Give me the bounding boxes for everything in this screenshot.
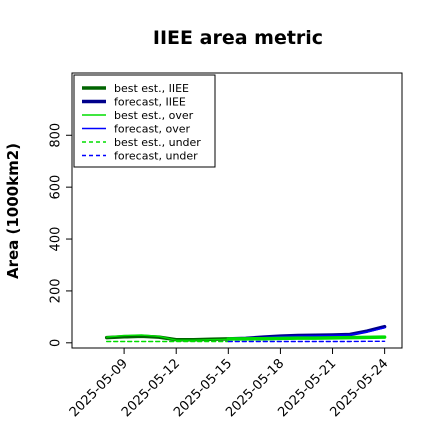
y-axis-label: Area (1000km2) [4, 143, 22, 279]
legend-label: forecast, IIEE [114, 96, 186, 109]
series-line-6 [226, 335, 387, 341]
plot-frame [71, 72, 403, 349]
y-tick-label: 0 [49, 339, 64, 347]
y-axis: 0 200 400 600 800 [49, 123, 72, 347]
y-tick-label: 400 [49, 227, 64, 252]
legend-label: forecast, under [114, 150, 198, 163]
legend-label: forecast, over [114, 123, 190, 136]
legend-box [73, 74, 216, 168]
series-line-2 [105, 334, 230, 341]
y-tick-label: 800 [49, 123, 64, 148]
y-tick-label: 600 [49, 175, 64, 200]
series-layer [104, 324, 387, 343]
legend-label: best est., IIEE [114, 82, 189, 95]
x-axis: 2025-05-092025-05-122025-05-152025-05-18… [67, 348, 391, 420]
chart-title: IIEE area metric [153, 27, 323, 49]
y-tick-label: 200 [49, 279, 64, 304]
legend-label: best est., over [114, 109, 194, 122]
legend-label: best est., under [114, 136, 201, 149]
